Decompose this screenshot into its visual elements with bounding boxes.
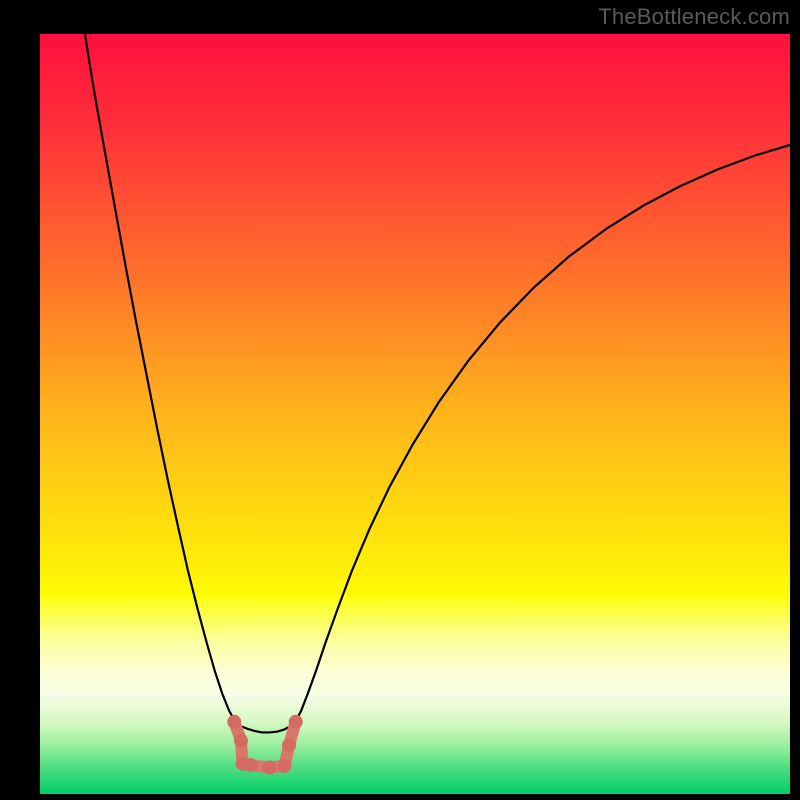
watermark-text: TheBottleneck.com (598, 4, 790, 30)
trough-dot (278, 759, 292, 773)
trough-dot (263, 760, 277, 774)
trough-dot (244, 758, 258, 772)
trough-highlight (227, 715, 303, 775)
chart-plot-area (40, 34, 790, 794)
chart-curve-layer (40, 34, 790, 794)
trough-dot (234, 734, 248, 748)
bottleneck-curve (85, 34, 790, 732)
trough-dot (282, 738, 296, 752)
trough-dot (227, 715, 241, 729)
trough-dot (289, 715, 303, 729)
